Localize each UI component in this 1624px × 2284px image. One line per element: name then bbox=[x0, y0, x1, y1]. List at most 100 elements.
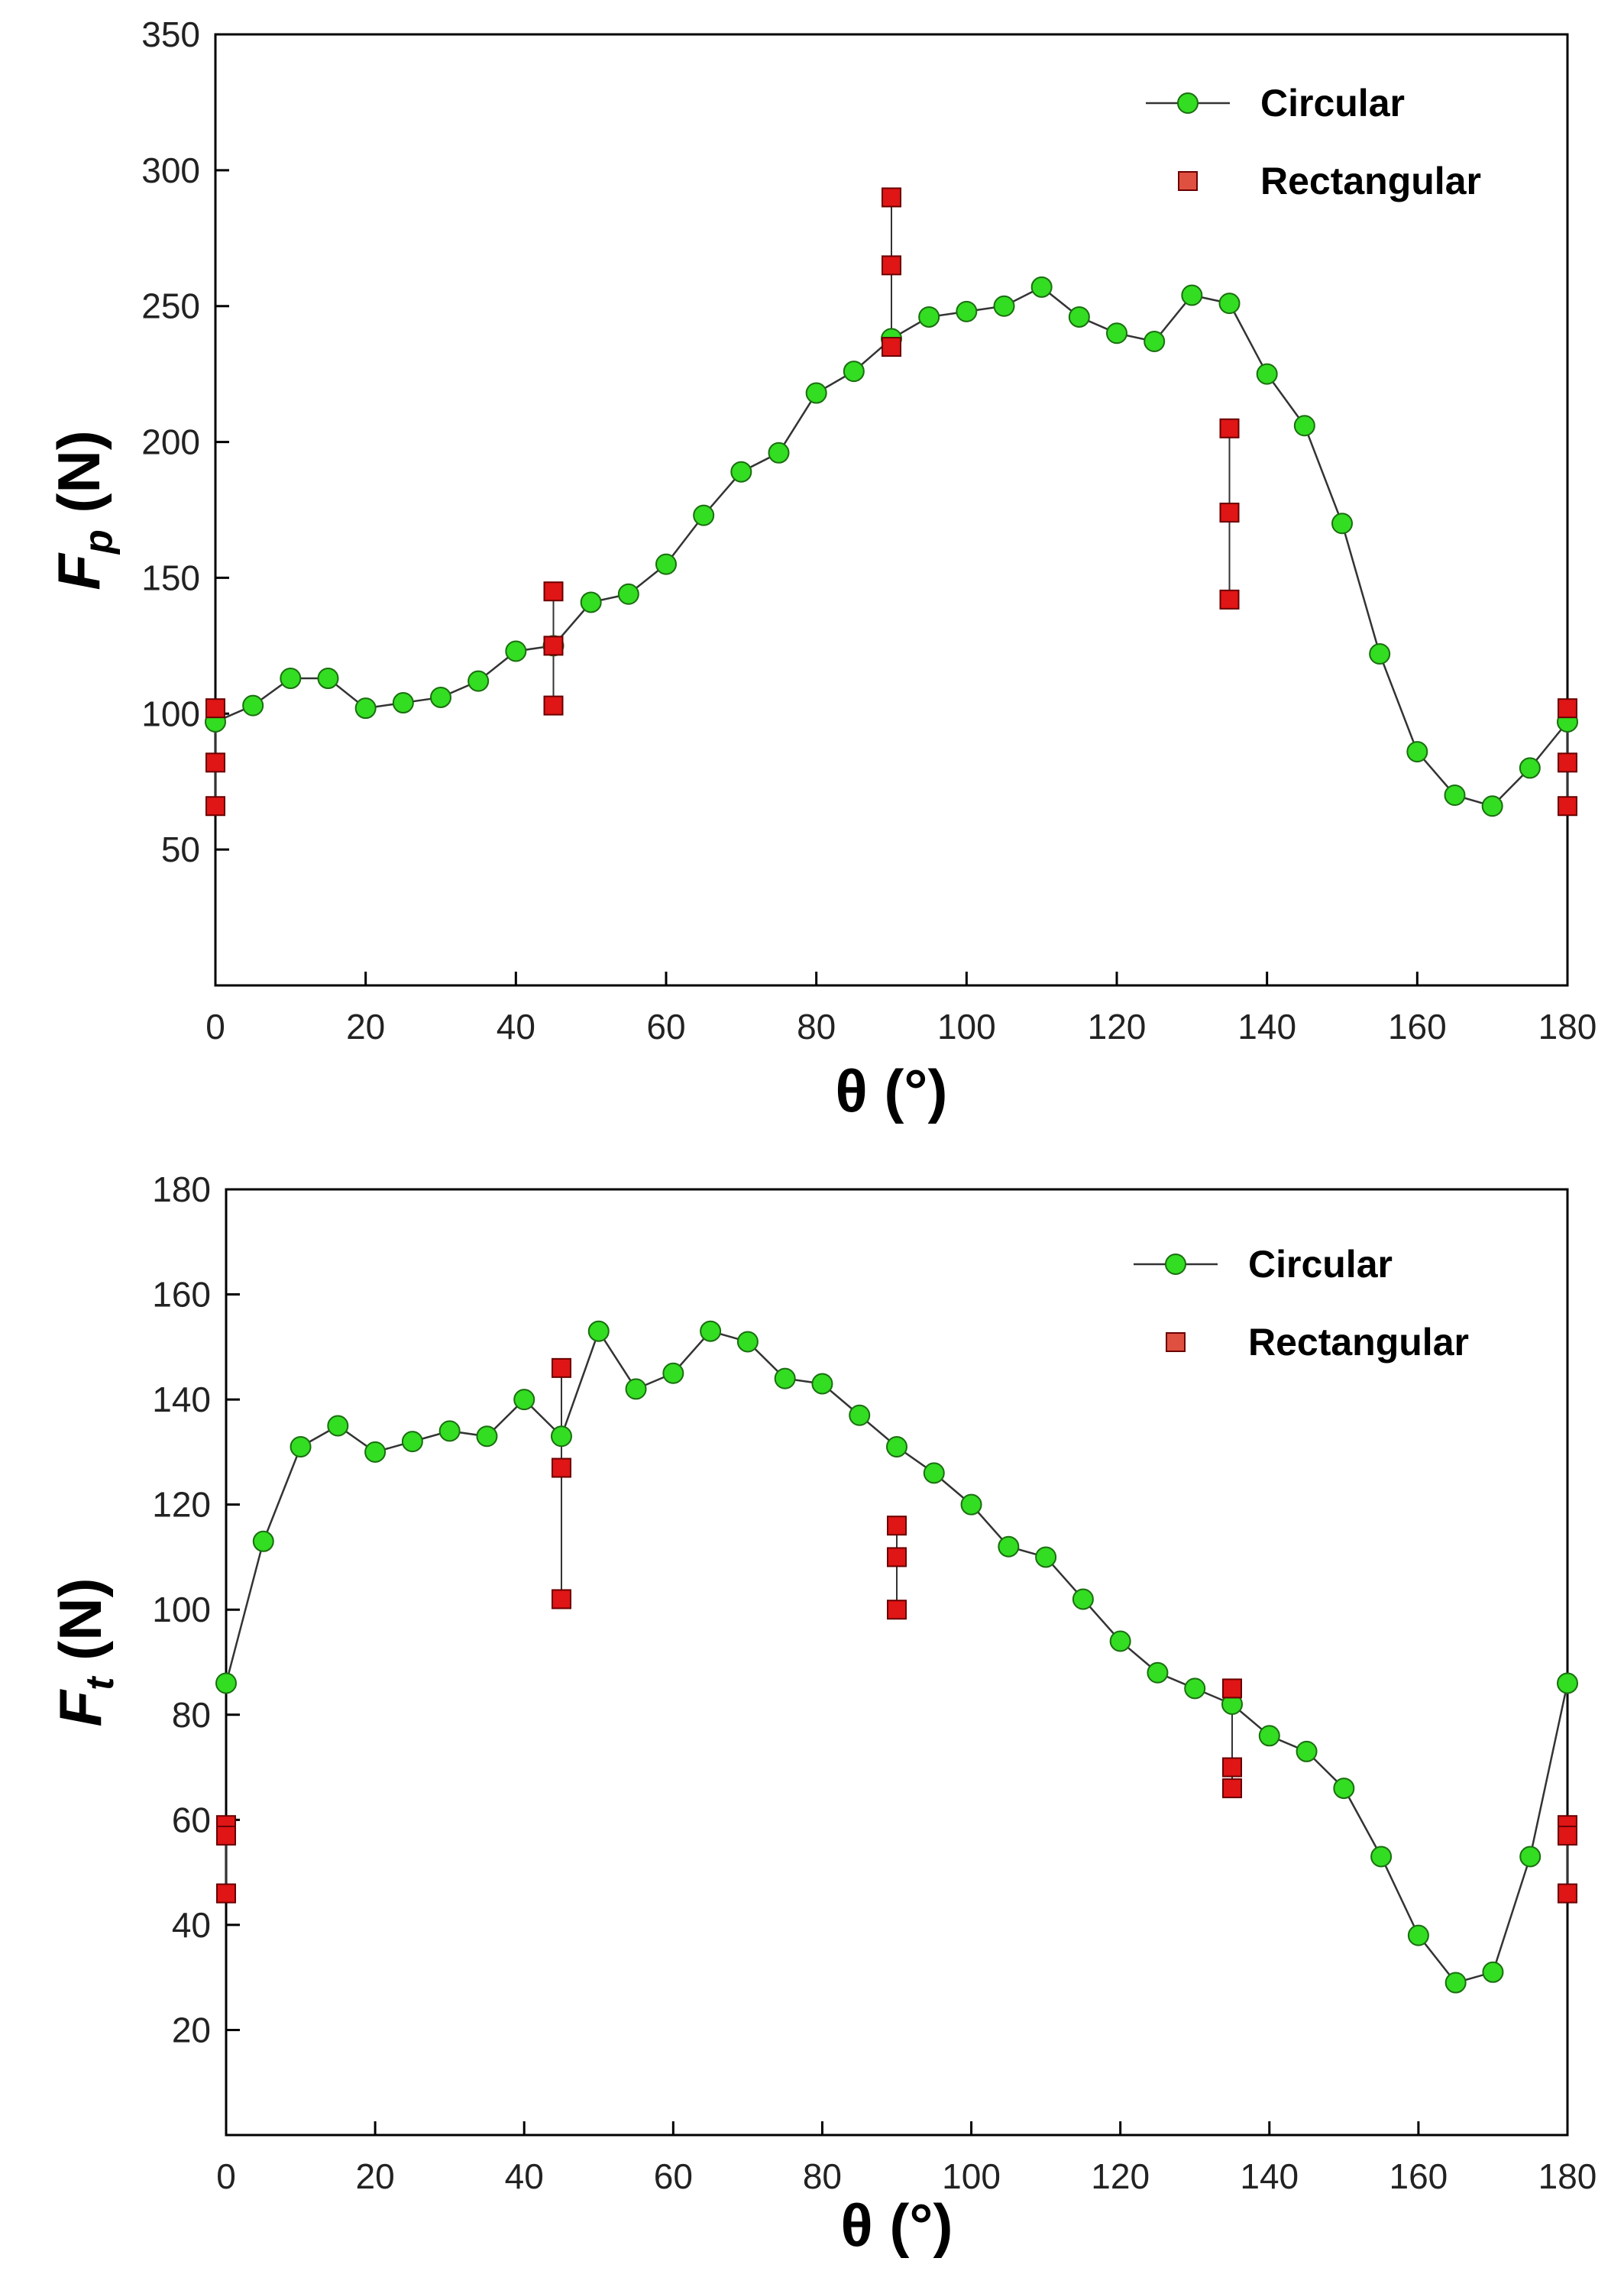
fp-circular-point bbox=[1181, 284, 1203, 306]
ft-y-tick-label: 40 bbox=[172, 1905, 211, 1945]
ft-rectangular-point bbox=[887, 1600, 907, 1620]
ft-circular-point bbox=[476, 1425, 498, 1448]
fp-rectangular-point bbox=[543, 581, 564, 602]
ft-rectangular-point bbox=[552, 1457, 571, 1478]
ft-x-tick-label: 80 bbox=[803, 2156, 842, 2196]
fp-circular-point bbox=[805, 382, 827, 404]
ft-circular-point bbox=[1557, 1672, 1578, 1694]
fp-circular-point bbox=[1144, 330, 1166, 352]
ft-rectangular-point bbox=[552, 1357, 571, 1378]
fp-x-tick-label: 120 bbox=[1088, 1007, 1147, 1047]
ft-y-axis-title: Ft (N) bbox=[47, 1578, 122, 1727]
ft-circular-point bbox=[1407, 1924, 1429, 1946]
ft-x-tick-label: 100 bbox=[942, 2156, 1001, 2196]
ft-x-axis-title: θ (°) bbox=[841, 2192, 953, 2259]
fp-circular-point bbox=[242, 694, 264, 717]
ft-x-tick-label: 140 bbox=[1240, 2156, 1299, 2196]
ft-circular-point bbox=[252, 1530, 274, 1552]
ft-x-tick-label: 120 bbox=[1091, 2156, 1150, 2196]
fp-circular-point bbox=[617, 583, 639, 605]
fp-circular-point bbox=[317, 668, 339, 690]
ft-circular-point bbox=[774, 1367, 796, 1389]
fp-circular-point bbox=[580, 591, 602, 613]
ft-rectangular-point bbox=[887, 1516, 907, 1536]
ft-circular-point bbox=[1258, 1725, 1280, 1747]
fp-rectangular-point bbox=[882, 255, 901, 276]
ft-legend: Circular Rectangular bbox=[1134, 1243, 1469, 1364]
fp-circular-point bbox=[1481, 795, 1503, 817]
ft-y-tick-label: 100 bbox=[152, 1590, 211, 1629]
ft-circular-point bbox=[327, 1415, 349, 1437]
ft-x-tick-label: 180 bbox=[1538, 2156, 1597, 2196]
fp-circular-point bbox=[1331, 513, 1353, 535]
fp-circular-point bbox=[1293, 415, 1315, 437]
ft-rectangular-point bbox=[1558, 1883, 1577, 1904]
ft-x-tick-label: 0 bbox=[216, 2156, 236, 2196]
fp-x-tick-label: 140 bbox=[1237, 1007, 1296, 1047]
ft-circular-line bbox=[225, 1328, 1569, 1984]
ft-circular-point bbox=[886, 1436, 907, 1458]
ft-circular-point bbox=[1482, 1961, 1504, 1983]
ft-legend-rectangular-label: Rectangular bbox=[1248, 1321, 1469, 1364]
fp-circular-point bbox=[1106, 322, 1127, 345]
fp-rectangular-point bbox=[1558, 698, 1577, 719]
fp-circular-point bbox=[956, 300, 978, 322]
fp-circular-point bbox=[505, 640, 527, 662]
fp-legend-rectangular-label: Rectangular bbox=[1260, 160, 1481, 202]
ft-circular-point bbox=[1184, 1677, 1206, 1700]
fp-legend-circular-label: Circular bbox=[1260, 82, 1405, 125]
ft-rectangular-point bbox=[216, 1883, 236, 1904]
ft-circular-point bbox=[587, 1320, 610, 1342]
ft-circular-point bbox=[1035, 1546, 1057, 1568]
ft-legend-rectangular-marker bbox=[1166, 1332, 1186, 1352]
ft-y-tick-label: 160 bbox=[152, 1275, 211, 1315]
fp-rectangular-point bbox=[205, 796, 225, 817]
fp-y-tick-label: 50 bbox=[161, 830, 200, 869]
ft-rectangular-point bbox=[887, 1547, 907, 1567]
fp-rectangular-point bbox=[882, 337, 901, 357]
fp-rectangular-point bbox=[1558, 752, 1577, 773]
ft-circular-point bbox=[1109, 1630, 1131, 1652]
fp-circular-point bbox=[1030, 276, 1053, 298]
fp-x-tick-label: 180 bbox=[1538, 1007, 1597, 1047]
ft-circular-point bbox=[1444, 1972, 1467, 1994]
ft-rectangular-point bbox=[216, 1825, 236, 1846]
ft-y-tick-label: 80 bbox=[172, 1695, 211, 1735]
fp-circular-point bbox=[655, 553, 677, 575]
fp-rectangular-point bbox=[1219, 503, 1240, 523]
fp-legend-circular-marker bbox=[1177, 92, 1199, 114]
ft-circular-point bbox=[1333, 1778, 1355, 1800]
fp-plot-frame bbox=[214, 33, 1569, 987]
fp-circular-point bbox=[918, 306, 940, 328]
fp-x-tick-label: 40 bbox=[497, 1007, 535, 1047]
ft-circular-point bbox=[1519, 1846, 1542, 1868]
ft-circular-point bbox=[811, 1373, 833, 1395]
fp-circular-line bbox=[215, 286, 1568, 807]
ft-circular-point bbox=[438, 1420, 461, 1442]
fp-x-tick-label: 100 bbox=[937, 1007, 996, 1047]
ft-rectangular-point bbox=[1222, 1678, 1242, 1699]
fp-y-tick-label: 150 bbox=[141, 558, 200, 597]
fp-circular-point bbox=[467, 670, 490, 692]
fp-y-tick-label: 250 bbox=[141, 286, 200, 326]
fp-y-tick-label: 350 bbox=[141, 15, 200, 54]
fp-x-tick-label: 160 bbox=[1388, 1007, 1447, 1047]
ft-legend-circular-label: Circular bbox=[1248, 1243, 1393, 1286]
fp-legend: Circular Rectangular bbox=[1146, 82, 1481, 202]
ft-rectangular-point bbox=[1222, 1757, 1242, 1778]
fp-rectangular-point bbox=[1219, 418, 1240, 438]
fp-circular-point bbox=[993, 295, 1015, 317]
fp-circular-point bbox=[280, 668, 302, 690]
ft-circular-point bbox=[998, 1535, 1020, 1558]
ft-circular-point bbox=[513, 1389, 535, 1411]
ft-circular-point bbox=[625, 1378, 647, 1400]
ft-y-tick-label: 20 bbox=[172, 2010, 211, 2049]
svg-text:Ft (N): Ft (N) bbox=[47, 1578, 122, 1727]
ft-y-tick-label: 120 bbox=[152, 1485, 211, 1525]
ft-circular-point bbox=[960, 1493, 982, 1516]
fp-y-tick-label: 300 bbox=[141, 150, 200, 190]
fp-x-tick-label: 20 bbox=[346, 1007, 385, 1047]
ft-circular-point bbox=[700, 1320, 722, 1342]
fp-legend-rectangular-marker bbox=[1178, 171, 1198, 191]
ft-chart: 0 20 40 60 80 100 120 140 160 180 20 40 60 80 100 120 14… bbox=[0, 1142, 1624, 2284]
